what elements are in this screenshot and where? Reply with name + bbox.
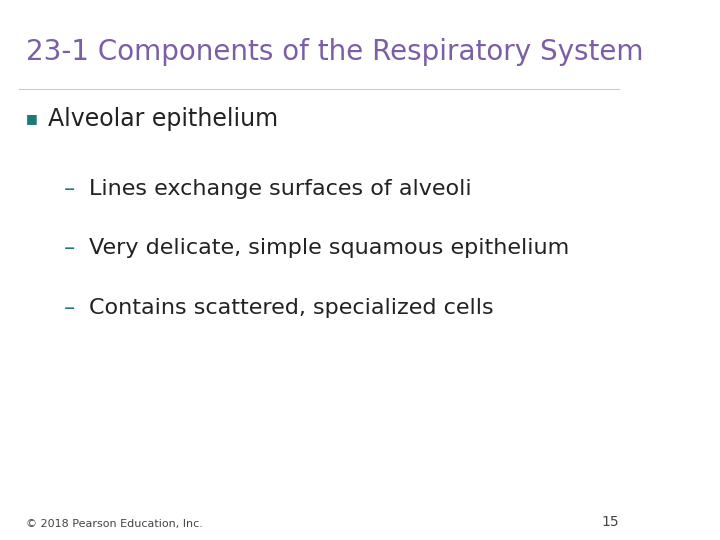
Text: 15: 15 [601, 515, 619, 529]
Text: © 2018 Pearson Education, Inc.: © 2018 Pearson Education, Inc. [25, 519, 202, 529]
Text: Lines exchange surfaces of alveoli: Lines exchange surfaces of alveoli [89, 179, 472, 199]
Text: 23-1 Components of the Respiratory System: 23-1 Components of the Respiratory Syste… [25, 38, 643, 66]
Text: Alveolar epithelium: Alveolar epithelium [48, 107, 278, 131]
Text: Contains scattered, specialized cells: Contains scattered, specialized cells [89, 298, 494, 318]
Text: –: – [64, 179, 75, 199]
Text: –: – [64, 298, 75, 318]
Text: Very delicate, simple squamous epithelium: Very delicate, simple squamous epitheliu… [89, 238, 570, 259]
Text: ■: ■ [25, 112, 37, 125]
Text: –: – [64, 238, 75, 259]
